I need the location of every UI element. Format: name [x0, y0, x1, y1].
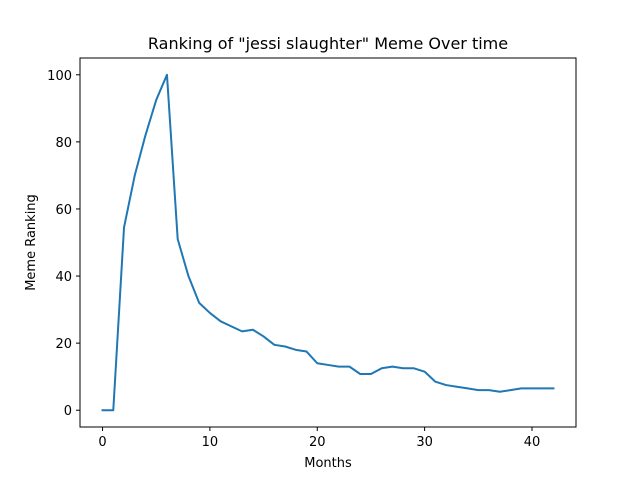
y-tick-label: 60	[55, 203, 72, 218]
x-axis-label: Months	[304, 456, 352, 471]
x-tick-label: 10	[202, 435, 219, 450]
x-tick-label: 40	[524, 435, 541, 450]
x-tick-label: 30	[416, 435, 433, 450]
ticks-layer: 0 10 20 30 40 0 20 40 60 80 100	[47, 69, 540, 450]
plot-area	[80, 58, 576, 427]
x-tick-label: 20	[309, 435, 326, 450]
y-tick-label: 20	[55, 337, 72, 352]
chart-title: Ranking of "jessi slaughter" Meme Over t…	[148, 34, 508, 53]
plot-frame	[79, 57, 577, 428]
y-axis-label: Meme Ranking	[24, 194, 39, 291]
y-tick-label: 40	[55, 270, 72, 285]
x-tick-label: 0	[98, 435, 106, 450]
y-tick-label: 0	[64, 404, 72, 419]
y-tick-label: 100	[47, 69, 72, 84]
data-layer	[101, 73, 555, 412]
y-tick-label: 80	[55, 136, 72, 151]
